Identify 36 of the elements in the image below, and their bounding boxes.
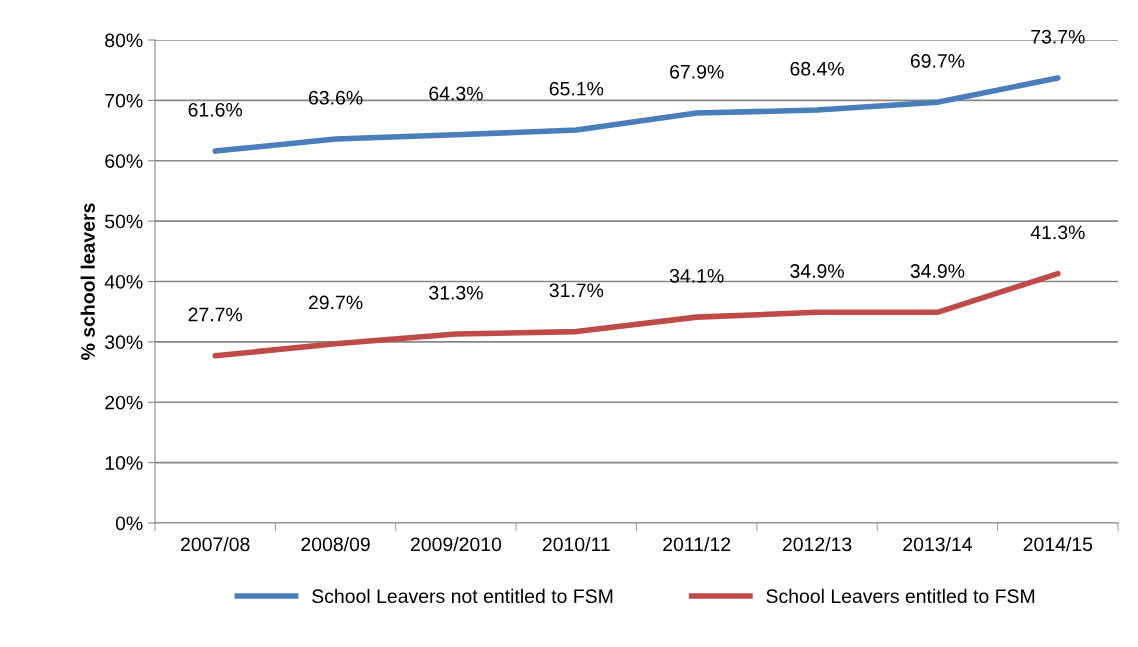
y-tick-label: 80% [105,33,143,48]
y-tick-label: 60% [105,154,143,168]
data-label: 31.3% [429,285,483,300]
y-tick-label: 70% [105,93,143,108]
y-axis-title: % school leavers [80,203,95,360]
data-label: 64.3% [429,86,483,101]
data-label: 41.3% [1030,225,1085,240]
y-tick-label: 30% [105,335,143,350]
data-label: 34.1% [669,268,724,283]
legend-label: School Leavers not entitled to FSM [312,588,613,604]
x-tick-label: 2008/09 [301,536,370,552]
data-label: 29.7% [308,295,363,310]
data-label: 68.4% [790,61,844,76]
data-label: 31.7% [549,283,604,298]
data-label: 34.9% [790,264,844,278]
data-label: 65.1% [549,81,604,96]
y-tick-label: 20% [105,395,143,410]
y-tick-label: 0% [115,516,143,531]
x-tick-label: 2010/11 [542,536,610,552]
data-label: 73.7% [1031,29,1085,44]
x-tick-label: 2011/12 [663,536,731,552]
y-tick-label: 10% [105,456,143,470]
x-tick-label: 2012/13 [782,536,852,552]
data-label: 67.9% [670,64,724,79]
x-tick-label: 2013/14 [903,536,973,552]
data-label: 61.6% [188,102,243,117]
data-label: 34.9% [910,264,965,278]
legend-label: School Leavers entitled to FSM [766,588,1035,604]
x-tick-label: 2009/2010 [410,536,502,552]
x-tick-label: 2007/08 [181,536,250,552]
x-tick-label: 2014/15 [1023,536,1093,552]
data-label: 27.7% [188,307,243,322]
y-tick-label: 50% [105,214,143,229]
data-label: 63.6% [308,90,363,105]
data-label: 69.7% [910,54,965,68]
y-tick-label: 40% [104,274,143,289]
